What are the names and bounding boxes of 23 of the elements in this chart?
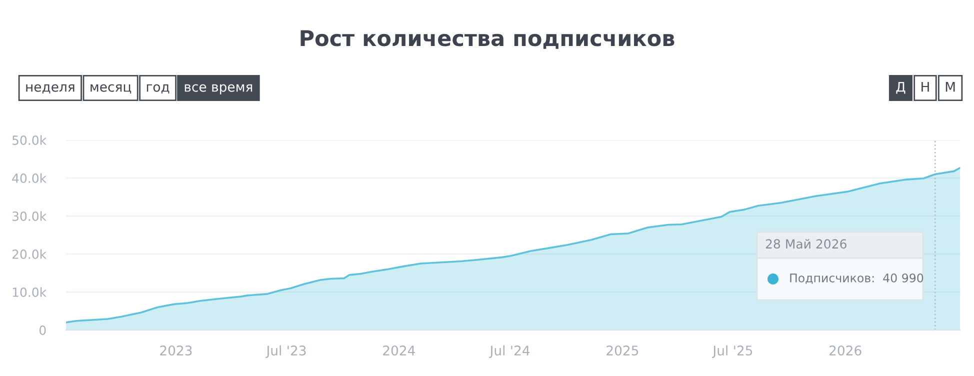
x-tick-label: 2025 <box>606 346 638 356</box>
text: год <box>146 84 170 94</box>
text: М <box>946 82 955 92</box>
annotation: Подписчиков: 40 990 <box>790 273 924 284</box>
y-tick-label: 40.0k <box>12 173 47 183</box>
y-tick-label: 20.0k <box>12 249 47 259</box>
x-tick-label: Jul '24 <box>489 345 530 358</box>
text: все время <box>184 84 252 94</box>
text: Н <box>922 82 929 92</box>
y-tick-label: 30.0k <box>12 211 47 221</box>
x-tick-label: 2023 <box>160 346 192 356</box>
y-tick-label: 0 <box>39 325 46 335</box>
text: месяц <box>90 84 132 94</box>
x-tick-label: Jul '25 <box>712 345 752 358</box>
x-tick-label: 2026 <box>830 346 862 356</box>
chart-title: Рост количества подписчиков <box>300 30 674 49</box>
x-tick-label: 2024 <box>383 346 415 356</box>
x-tick-label: Jul '23 <box>266 345 306 358</box>
text: Д <box>896 82 906 94</box>
annotation: 28 Май 2026 <box>766 239 846 249</box>
y-tick-label: 50.0k <box>12 135 47 145</box>
y-tick-label: 10.0k <box>12 287 47 297</box>
text: неделя <box>26 84 74 94</box>
